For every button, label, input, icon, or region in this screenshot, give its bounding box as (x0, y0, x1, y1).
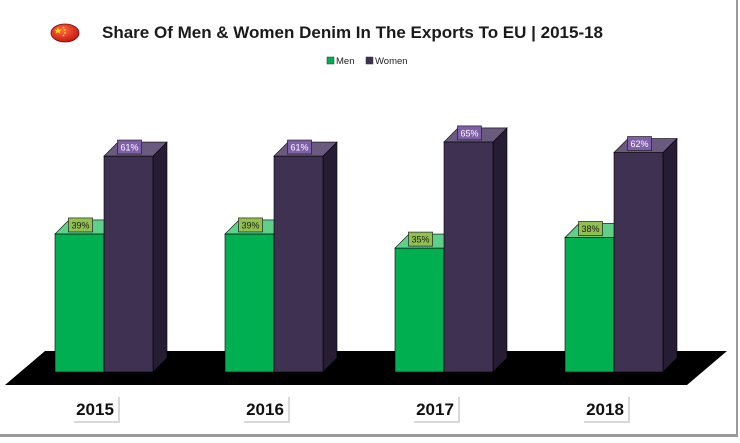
data-label-text-men-2017: 35% (411, 235, 429, 245)
bar-men-2017 (394, 247, 445, 373)
data-label-women-2015: 61% (117, 139, 142, 155)
data-label-men-2015: 39% (68, 217, 93, 233)
bar-side-women-2015 (152, 141, 168, 373)
data-label-women-2017: 65% (457, 125, 482, 141)
bar-women-2017 (443, 141, 494, 373)
data-label-box-men-2016 (238, 217, 263, 233)
bars-layer (54, 127, 678, 373)
data-label-box-men-2018 (578, 221, 603, 236)
data-label-women-2016: 61% (287, 139, 312, 155)
data-label-women-2018: 62% (627, 136, 652, 151)
category-label-box-2016 (242, 395, 288, 421)
data-label-text-men-2018: 38% (581, 224, 599, 234)
category-label-box-2018 (582, 395, 628, 421)
china-flag-icon (50, 23, 80, 43)
data-label-box-women-2016 (287, 139, 312, 155)
category-labels-layer: 2015 2016 2017 2018 (72, 395, 630, 423)
data-label-text-women-2017: 65% (460, 128, 478, 138)
category-label-2017: 2017 (412, 395, 460, 423)
bar-side-women-2017 (492, 127, 508, 373)
bar-men-2016 (224, 233, 275, 373)
bar-men-2015 (54, 233, 105, 373)
data-label-box-women-2017 (457, 125, 482, 141)
data-label-text-men-2016: 39% (241, 220, 259, 230)
data-label-text-women-2015: 61% (120, 143, 138, 153)
data-label-men-2017: 35% (408, 231, 433, 247)
legend-swatch-men (326, 56, 335, 65)
category-label-2016: 2016 (242, 395, 290, 423)
data-label-box-men-2017 (408, 231, 433, 247)
bar-side-women-2018 (662, 137, 678, 373)
legend: Men Women (326, 56, 408, 67)
bar-women-2016 (273, 155, 324, 373)
bar-women-2015 (103, 155, 154, 373)
data-label-box-women-2015 (117, 139, 142, 155)
bar-side-women-2016 (322, 141, 338, 373)
data-label-text-women-2016: 61% (290, 143, 308, 153)
legend-label-women: Women (375, 56, 408, 67)
legend-label-men: Men (336, 56, 354, 67)
bar-men-2018 (564, 237, 615, 373)
category-label-text-2017: 2017 (416, 400, 454, 419)
data-label-men-2016: 39% (238, 217, 263, 233)
data-label-men-2018: 38% (578, 221, 603, 236)
chart-title: Share Of Men & Women Denim In The Export… (102, 23, 603, 42)
category-label-text-2018: 2018 (586, 400, 624, 419)
data-label-box-women-2018 (627, 136, 652, 151)
chart-floor (5, 351, 727, 385)
category-label-text-2016: 2016 (246, 400, 284, 419)
data-label-text-men-2015: 39% (71, 220, 89, 230)
category-label-text-2015: 2015 (76, 400, 114, 419)
category-label-box-2015 (72, 395, 118, 421)
data-label-box-men-2015 (68, 217, 93, 233)
category-label-2015: 2015 (72, 395, 120, 423)
bar-women-2018 (613, 152, 664, 373)
data-label-text-women-2018: 62% (630, 139, 648, 149)
category-label-2018: 2018 (582, 395, 630, 423)
legend-swatch-women (365, 56, 374, 65)
data-labels-layer: 39% 61% 39% 61% 35% 65% 38% 62% (68, 125, 652, 247)
category-label-box-2017 (412, 395, 458, 421)
